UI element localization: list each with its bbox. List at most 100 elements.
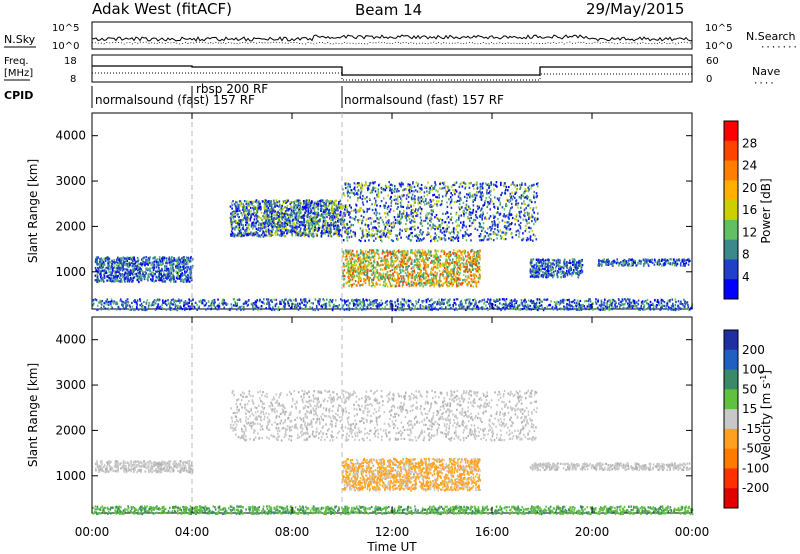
- range-gate-cell: [92, 299, 94, 302]
- range-gate-cell: [441, 195, 444, 198]
- range-gate-cell: [397, 298, 399, 301]
- range-gate-cell: [337, 220, 339, 223]
- range-gate-cell: [510, 307, 512, 310]
- range-gate-cell: [314, 217, 316, 220]
- range-gate-cell: [489, 305, 491, 308]
- range-gate-cell: [248, 219, 250, 222]
- range-gate-cell: [292, 201, 294, 204]
- range-gate-cell: [494, 228, 496, 231]
- range-gate-cell: [509, 227, 512, 231]
- range-gate-cell: [420, 232, 422, 235]
- range-gate-cell: [556, 300, 558, 303]
- range-gate-cell: [518, 304, 521, 307]
- range-gate-cell: [244, 229, 246, 232]
- range-gate-cell: [348, 308, 351, 312]
- range-gate-cell: [468, 211, 471, 214]
- range-gate-cell: [271, 212, 274, 215]
- range-gate-cell: [130, 258, 132, 261]
- range-gate-cell: [342, 239, 345, 242]
- range-gate-cell: [366, 207, 369, 211]
- range-gate-cell: [367, 224, 370, 227]
- range-gate-cell: [115, 258, 118, 261]
- range-gate-cell: [370, 221, 373, 224]
- range-gate-cell: [528, 212, 531, 215]
- range-gate-cell: [448, 307, 450, 311]
- range-gate-cell: [624, 298, 626, 301]
- range-gate-cell: [643, 304, 646, 307]
- range-gate-cell: [279, 229, 282, 232]
- range-gate-cell: [432, 194, 434, 197]
- range-gate-cell: [321, 213, 323, 216]
- range-gate-cell: [191, 258, 194, 261]
- range-gate-cell: [126, 269, 129, 272]
- range-gate-cell: [164, 280, 167, 283]
- range-gate-cell: [332, 217, 334, 220]
- range-gate-cell: [441, 181, 444, 185]
- range-gate-cell: [263, 217, 265, 220]
- range-gate-cell: [232, 304, 235, 307]
- range-gate-cell: [460, 198, 462, 201]
- range-gate-cell: [394, 301, 396, 304]
- range-gate-cell: [341, 226, 344, 229]
- range-gate-cell: [317, 228, 320, 231]
- range-gate-cell: [579, 304, 581, 307]
- range-gate-cell: [528, 214, 530, 217]
- range-gate-cell: [256, 201, 258, 204]
- range-gate-cell: [253, 205, 256, 208]
- range-gate-cell: [293, 230, 296, 233]
- range-gate-cell: [268, 202, 271, 205]
- range-gate-cell: [284, 215, 287, 218]
- range-gate-cell: [399, 205, 402, 208]
- range-gate-cell: [273, 216, 275, 220]
- range-gate-cell: [401, 303, 404, 306]
- range-gate-cell: [394, 221, 397, 224]
- range-gate-cell: [501, 236, 503, 239]
- range-gate-cell: [353, 182, 356, 185]
- range-gate-cell: [335, 305, 337, 308]
- range-gate-cell: [171, 303, 173, 306]
- range-gate-cell: [384, 305, 386, 308]
- range-gate-cell: [323, 222, 325, 225]
- range-gate-cell: [347, 188, 349, 191]
- range-gate-cell: [113, 266, 115, 270]
- range-gate-cell: [385, 186, 388, 190]
- range-gate-cell: [273, 298, 276, 301]
- range-gate-cell: [436, 239, 439, 242]
- range-gate-cell: [298, 216, 301, 219]
- range-gate-cell: [198, 305, 201, 308]
- range-gate-cell: [472, 220, 475, 223]
- range-gate-cell: [271, 233, 273, 236]
- cpid-label: CPID: [4, 89, 33, 102]
- range-gate-cell: [231, 211, 234, 214]
- range-gate-cell: [455, 211, 458, 214]
- range-gate-cell: [627, 298, 629, 301]
- range-gate-cell: [252, 205, 255, 208]
- range-gate-cell: [328, 203, 330, 207]
- range-gate-cell: [417, 196, 420, 199]
- range-gate-cell: [239, 221, 242, 224]
- range-gate-cell: [362, 216, 365, 219]
- range-gate-cell: [682, 304, 684, 307]
- range-gate-cell: [490, 307, 493, 310]
- range-gate-cell: [328, 224, 330, 227]
- range-gate-cell: [201, 302, 203, 305]
- range-gate-cell: [327, 226, 329, 229]
- range-gate-cell: [260, 305, 263, 308]
- range-gate-cell: [261, 218, 263, 222]
- range-gate-cell: [96, 304, 99, 307]
- range-gate-cell: [101, 266, 103, 270]
- range-gate-cell: [263, 222, 265, 225]
- range-gate-cell: [251, 234, 254, 237]
- range-gate-cell: [321, 231, 323, 234]
- range-gate-cell: [372, 304, 374, 307]
- range-gate-cell: [683, 302, 686, 305]
- range-gate-cell: [275, 222, 277, 226]
- range-gate-cell: [430, 226, 433, 229]
- range-gate-cell: [305, 232, 307, 235]
- range-gate-cell: [375, 199, 377, 202]
- range-gate-cell: [436, 204, 439, 207]
- range-gate-cell: [606, 304, 609, 307]
- range-gate-cell: [376, 233, 378, 236]
- range-gate-cell: [240, 223, 243, 226]
- range-gate-cell: [597, 306, 599, 309]
